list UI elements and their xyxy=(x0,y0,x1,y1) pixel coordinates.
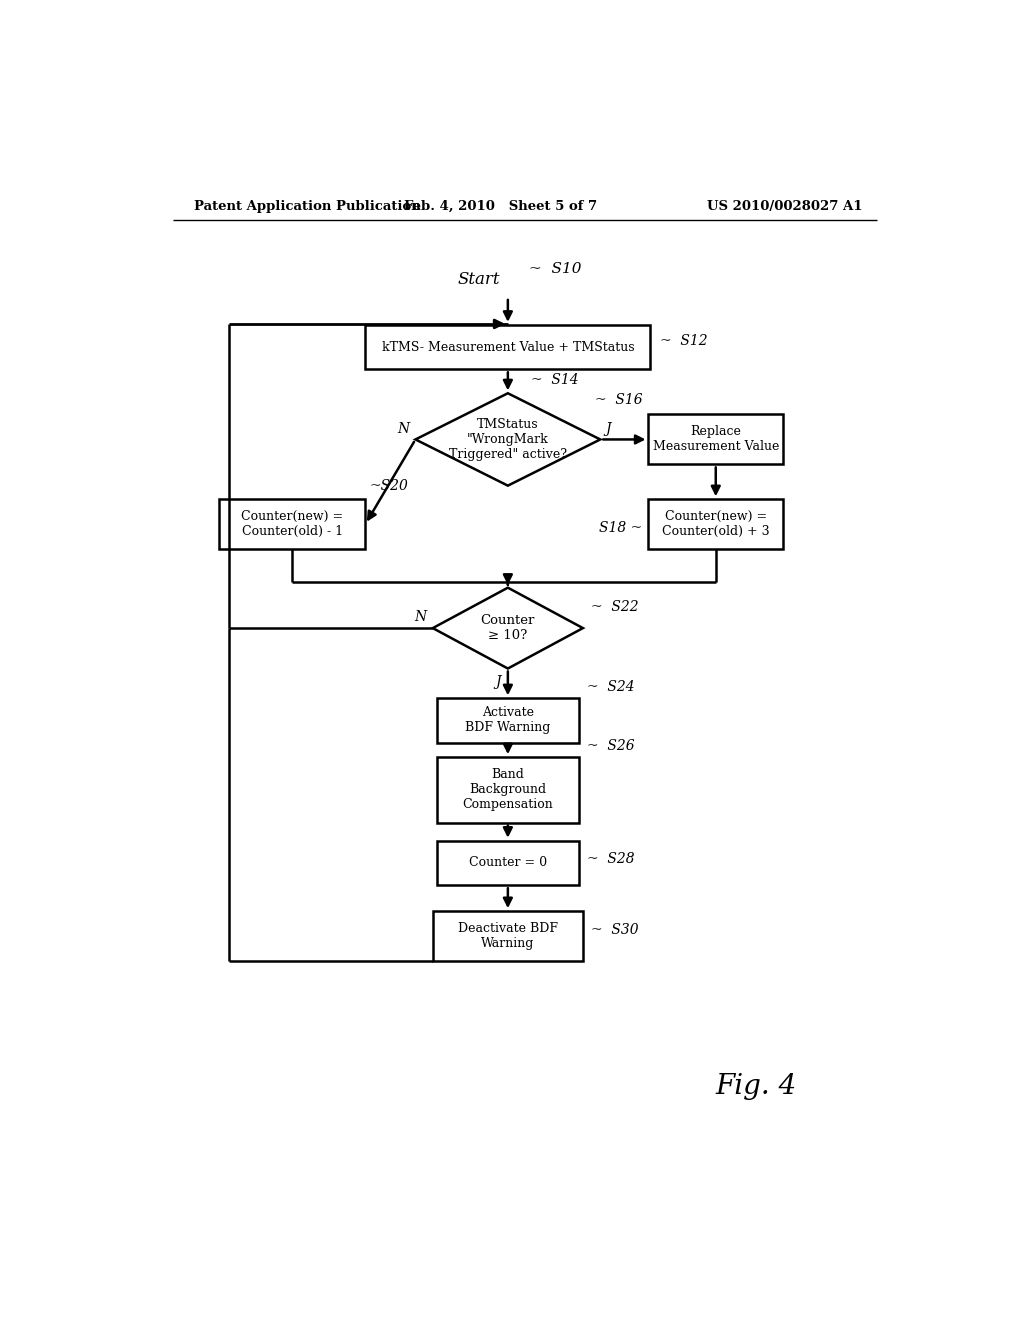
Bar xyxy=(436,698,580,743)
Polygon shape xyxy=(433,587,583,668)
Bar xyxy=(648,499,783,549)
Text: ~S20: ~S20 xyxy=(370,479,409,492)
Text: US 2010/0028027 A1: US 2010/0028027 A1 xyxy=(707,199,862,213)
Text: TMStatus
"WrongMark
Triggered" active?: TMStatus "WrongMark Triggered" active? xyxy=(449,418,567,461)
Text: ~  S26: ~ S26 xyxy=(587,739,635,754)
Text: J: J xyxy=(496,675,502,689)
Text: ~  S24: ~ S24 xyxy=(587,680,635,694)
Text: Patent Application Publication: Patent Application Publication xyxy=(194,199,421,213)
Text: Start: Start xyxy=(458,271,500,288)
Text: Activate
BDF Warning: Activate BDF Warning xyxy=(465,706,551,734)
Text: J: J xyxy=(605,421,610,436)
Text: ~  S16: ~ S16 xyxy=(595,393,642,407)
Text: Counter(new) =
Counter(old) + 3: Counter(new) = Counter(old) + 3 xyxy=(662,510,770,539)
Bar xyxy=(219,499,366,549)
Text: Replace
Measurement Value: Replace Measurement Value xyxy=(652,425,779,454)
Text: Band
Background
Compensation: Band Background Compensation xyxy=(463,768,553,812)
Text: Counter = 0: Counter = 0 xyxy=(469,857,547,870)
Text: ~  S14: ~ S14 xyxy=(531,374,579,387)
Text: ~  S30: ~ S30 xyxy=(591,923,638,937)
Text: S18 ~: S18 ~ xyxy=(599,521,642,535)
Text: ~  S22: ~ S22 xyxy=(591,599,638,614)
Text: ~  S28: ~ S28 xyxy=(587,853,635,866)
Bar xyxy=(433,911,583,961)
Bar xyxy=(648,414,783,465)
Bar xyxy=(436,758,580,822)
Text: N: N xyxy=(397,421,410,436)
Text: ~  S10: ~ S10 xyxy=(529,261,582,276)
Text: Fig. 4: Fig. 4 xyxy=(716,1073,797,1100)
Text: N: N xyxy=(415,610,427,624)
Text: Counter(new) =
Counter(old) - 1: Counter(new) = Counter(old) - 1 xyxy=(242,510,343,539)
Bar xyxy=(436,841,580,886)
Text: Feb. 4, 2010   Sheet 5 of 7: Feb. 4, 2010 Sheet 5 of 7 xyxy=(403,199,597,213)
Bar xyxy=(366,325,650,370)
Text: Counter
≥ 10?: Counter ≥ 10? xyxy=(480,614,536,642)
Polygon shape xyxy=(416,393,600,486)
Text: Deactivate BDF
Warning: Deactivate BDF Warning xyxy=(458,923,558,950)
Text: ~  S12: ~ S12 xyxy=(659,334,708,348)
Text: kTMS- Measurement Value + TMStatus: kTMS- Measurement Value + TMStatus xyxy=(382,341,634,354)
